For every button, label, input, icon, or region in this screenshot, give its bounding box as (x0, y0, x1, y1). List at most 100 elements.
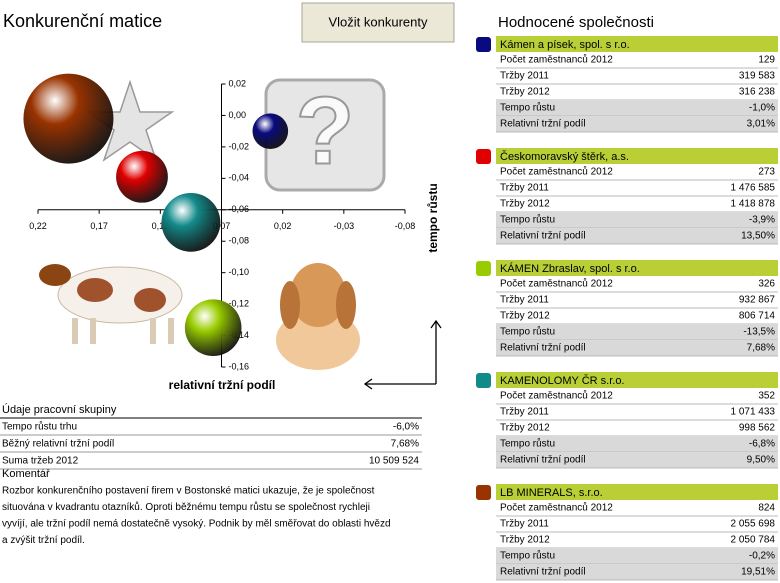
y-tick-label: -0,02 (229, 141, 250, 151)
bubble (161, 192, 221, 252)
row-value: -6,0% (393, 422, 419, 433)
company-name: Českomoravský štěrk, a.s. (500, 150, 629, 163)
arrow-head (430, 319, 442, 329)
row-label: Tempo růstu trhu (2, 421, 77, 433)
comment-line: vyvíjí, ale tržní podíl nemá dostatečně … (2, 519, 391, 530)
comment-title: Komentář (2, 468, 50, 480)
x-tick-label: 0,02 (274, 221, 292, 231)
row-value: 326 (758, 279, 775, 290)
row-shade (496, 100, 778, 116)
row-value: 2 055 698 (731, 519, 776, 530)
row-value: 316 238 (739, 87, 776, 98)
button-label[interactable]: Vložit konkurenty (329, 14, 428, 29)
row-label: Relativní tržní podíl (500, 343, 586, 354)
bubble (116, 150, 168, 203)
x-tick-label: -0,03 (334, 221, 355, 231)
y-tick-label: -0,04 (229, 173, 250, 183)
bubble (252, 113, 289, 149)
y-tick-label: 0,00 (229, 110, 247, 120)
arrow-head (363, 378, 373, 390)
row-shade (496, 436, 778, 452)
row-value: 319 583 (739, 71, 776, 82)
y-axis-title: tempo růstu (426, 183, 440, 252)
comment-line: Rozbor konkurenčního postavení firem v B… (2, 486, 375, 497)
row-value: -13,5% (743, 327, 775, 338)
row-label: Počet zaměstnanců 2012 (500, 278, 613, 290)
row-label: Relativní tržní podíl (500, 567, 586, 578)
row-value: 1 071 433 (731, 407, 776, 418)
company-header (496, 260, 778, 276)
row-value: 806 714 (739, 311, 776, 322)
row-value: -0,2% (749, 551, 775, 562)
row-label: Tempo růstu (500, 326, 555, 338)
row-value: -1,0% (749, 103, 775, 114)
company-name: LB MINERALS, s.r.o. (500, 487, 603, 499)
row-value: 3,01% (747, 119, 775, 130)
button[interactable] (301, 2, 455, 43)
row-value: -6,8% (749, 439, 775, 450)
x-tick-label: 0,07 (213, 221, 231, 231)
y-tick-label: -0,16 (229, 361, 250, 371)
company-header (496, 148, 778, 164)
row-label: Tempo růstu (500, 438, 555, 450)
row-label: Tempo růstu (500, 550, 555, 562)
row-shade (496, 228, 778, 244)
row-label: Počet zaměstnanců 2012 (500, 502, 613, 514)
row-label: Tempo růstu (500, 102, 555, 114)
row-label: Běžný relativní tržní podíl (2, 439, 114, 450)
dog-icon (276, 263, 360, 370)
company-name: Kámen a písek, spol. s r.o. (500, 39, 630, 51)
x-tick-label: 0,17 (90, 221, 108, 231)
row-value: 10 509 524 (369, 456, 419, 467)
row-label: Tržby 2011 (500, 183, 549, 194)
row-value: 273 (758, 167, 775, 178)
row-shade (496, 548, 778, 564)
company-header (496, 484, 778, 500)
row-label: Relativní tržní podíl (500, 119, 586, 130)
comment-line: situována v kvadrantu otazníků. Oproti b… (2, 501, 370, 513)
row-value: 932 867 (739, 295, 776, 306)
row-label: Tržby 2011 (500, 295, 549, 306)
x-tick-label: 0,12 (152, 221, 170, 231)
x-axis-title: relativní tržní podíl (169, 378, 276, 392)
question-glyph: ? (296, 77, 355, 184)
row-shade (496, 116, 778, 132)
row-label: Tržby 2012 (500, 423, 550, 434)
page-title: Konkurenční matice (3, 11, 162, 31)
bubble (184, 299, 242, 356)
company-color (476, 485, 491, 500)
x-tick-label: 0,22 (29, 221, 47, 231)
row-value: 352 (758, 391, 775, 402)
row-shade (496, 324, 778, 340)
row-label: Počet zaměstnanců 2012 (500, 166, 613, 178)
company-name: KÁMEN Zbraslav, spol. s r.o. (500, 262, 640, 275)
row-shade (496, 212, 778, 228)
row-label: Tržby 2011 (500, 407, 549, 418)
company-header (496, 372, 778, 388)
row-value: 7,68% (747, 343, 775, 354)
row-label: Tržby 2011 (500, 519, 549, 530)
row-value: 13,50% (741, 231, 775, 242)
comment-line: a zvýšit tržní podíl. (2, 535, 85, 546)
row-label: Tržby 2012 (500, 199, 550, 210)
workgroup-title: Údaje pracovní skupiny (2, 403, 117, 416)
row-value: -3,9% (749, 215, 775, 226)
x-tick-label: -0,08 (395, 221, 416, 231)
cow-icon (39, 264, 183, 344)
row-label: Suma tržeb 2012 (2, 456, 79, 467)
row-label: Tržby 2012 (500, 535, 550, 546)
row-value: 7,68% (391, 439, 419, 450)
company-color (476, 149, 491, 164)
row-label: Tržby 2012 (500, 311, 550, 322)
row-label: Počet zaměstnanců 2012 (500, 54, 613, 66)
row-shade (496, 340, 778, 356)
row-label: Relativní tržní podíl (500, 455, 586, 466)
row-value: 19,51% (741, 567, 775, 578)
company-color (476, 373, 491, 388)
y-tick-label: -0,08 (229, 236, 250, 246)
row-label: Relativní tržní podíl (500, 231, 586, 242)
y-tick-label: -0,10 (229, 267, 250, 277)
row-value: 2 050 784 (731, 535, 776, 546)
panel-title: Hodnocené společnosti (498, 14, 654, 31)
